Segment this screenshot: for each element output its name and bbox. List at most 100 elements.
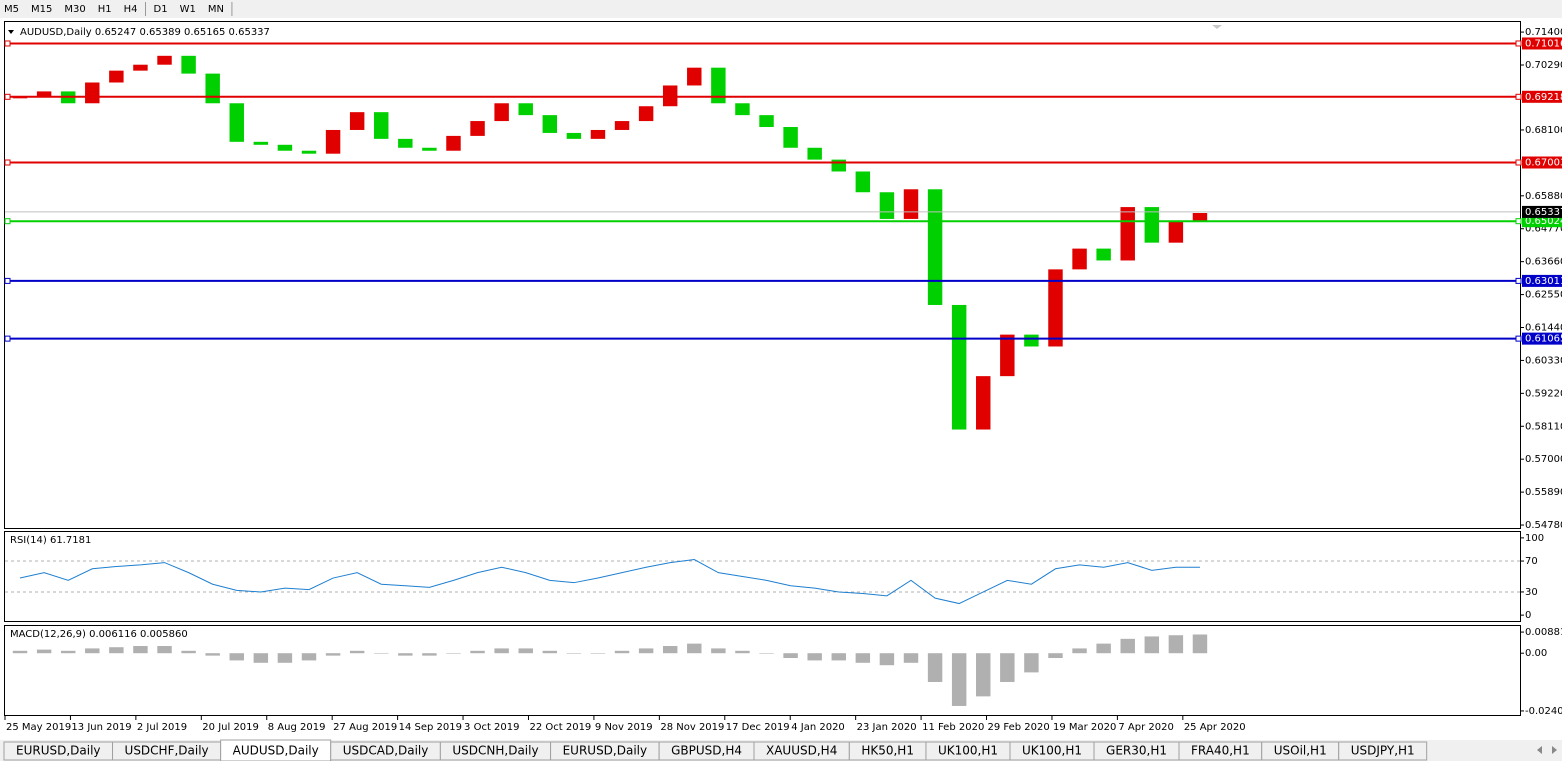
- macd-bar: [903, 653, 919, 663]
- level-label: 0.71016: [1525, 38, 1562, 49]
- tab[interactable]: AUDUSD,Daily: [220, 739, 332, 762]
- candle: [277, 144, 293, 151]
- x-tick-label: 25 May 2019: [6, 722, 71, 733]
- candle: [1000, 334, 1015, 377]
- macd-bar: [494, 648, 509, 654]
- x-tick-label: 25 Apr 2020: [1184, 722, 1246, 733]
- candle: [855, 171, 871, 193]
- rsi-line: [19, 558, 1200, 605]
- level-handle: [1515, 159, 1522, 166]
- candle: [157, 55, 172, 65]
- tab-label: UK100,H1: [938, 744, 998, 758]
- level-label: 0.67003: [1525, 157, 1562, 168]
- candle: [807, 147, 822, 160]
- timeframe-button[interactable]: H1: [98, 4, 112, 15]
- tab-label: AUDUSD,Daily: [233, 744, 319, 758]
- level-label: 0.69218: [1525, 92, 1562, 103]
- macd-bar: [133, 646, 148, 654]
- macd-bar: [687, 643, 702, 654]
- candle: [759, 115, 774, 127]
- macd-bar: [36, 649, 52, 654]
- header-value: 0.65165: [184, 27, 225, 38]
- header-value: 0.65247: [95, 27, 136, 38]
- candle: [85, 82, 100, 104]
- price-panel: [4, 21, 1521, 529]
- tab[interactable]: UK100,H1: [1009, 741, 1095, 761]
- level-label-box: [1522, 274, 1562, 287]
- macd-bar: [1024, 653, 1039, 673]
- macd-bar: [157, 646, 172, 654]
- x-tick-label: 8 Aug 2019: [268, 722, 326, 733]
- y-tick-label: -0.02408: [1525, 706, 1562, 717]
- x-tick-label: 2 Jul 2019: [137, 722, 187, 733]
- tab[interactable]: EURUSD,Daily: [550, 741, 660, 761]
- tab[interactable]: USDCHF,Daily: [112, 741, 222, 761]
- level-label: 0.63011: [1525, 276, 1562, 287]
- candle: [566, 132, 582, 139]
- tab[interactable]: USDCNH,Daily: [439, 741, 552, 761]
- timeframe-button[interactable]: D1: [154, 4, 168, 15]
- macd-bar: [301, 653, 317, 661]
- candle: [687, 67, 702, 86]
- tab[interactable]: UK100,H1: [925, 741, 1011, 761]
- macd-bar: [349, 650, 365, 654]
- tab[interactable]: USOil,H1: [1261, 741, 1340, 761]
- macd-bar: [1096, 643, 1111, 654]
- macd-bar: [398, 653, 413, 656]
- tab[interactable]: XAUUSD,H4: [753, 741, 850, 761]
- timeframe-button[interactable]: H4: [124, 4, 138, 15]
- header-value: AUDUSD,Daily: [20, 27, 92, 38]
- macd-bar: [325, 653, 341, 656]
- level-handle: [1515, 277, 1522, 284]
- x-tick-label: 13 Jun 2019: [71, 722, 131, 733]
- macd-bar: [927, 653, 943, 682]
- level-handle: [4, 159, 11, 166]
- candle: [205, 73, 220, 104]
- scroll-right[interactable]: [1552, 746, 1557, 754]
- macd-bar: [109, 647, 124, 654]
- timeframe-button[interactable]: M5: [4, 4, 19, 15]
- macd-bar: [12, 650, 28, 654]
- x-tick-label: 4 Jan 2020: [791, 722, 845, 733]
- tab[interactable]: GER30,H1: [1093, 741, 1180, 761]
- candle: [976, 376, 991, 430]
- scroll-left[interactable]: [1537, 746, 1542, 754]
- candle: [831, 159, 846, 172]
- header-value: 0.65337: [229, 27, 270, 38]
- candle: [1072, 248, 1087, 270]
- x-tick-label: 28 Nov 2019: [660, 722, 724, 733]
- x-tick-label: 3 Oct 2019: [464, 722, 519, 733]
- candle: [711, 67, 726, 104]
- macd-bar: [1144, 636, 1160, 654]
- tab[interactable]: GBPUSD,H4: [658, 741, 755, 761]
- timeframe-button[interactable]: MN: [208, 4, 224, 15]
- tab-label: USDCNH,Daily: [452, 744, 538, 758]
- level-handle: [1515, 218, 1522, 225]
- tab[interactable]: EURUSD,Daily: [3, 741, 114, 761]
- macd-bar: [374, 653, 389, 654]
- y-tick-label: 0: [1525, 610, 1531, 621]
- timeframe-button[interactable]: W1: [180, 4, 196, 15]
- macd-bar: [1192, 634, 1208, 654]
- indicator-title: RSI(14) 61.7181: [10, 535, 91, 546]
- timeframe-button[interactable]: M30: [64, 4, 85, 15]
- candle: [903, 189, 919, 219]
- macd-bar: [181, 650, 196, 654]
- timeframe-button[interactable]: M15: [31, 4, 52, 15]
- candle: [1144, 207, 1160, 243]
- tab[interactable]: HK50,H1: [848, 741, 927, 761]
- tab[interactable]: FRA40,H1: [1178, 741, 1263, 761]
- y-tick-label: 30: [1525, 587, 1538, 598]
- y-tick-label: 0.00: [1525, 648, 1547, 659]
- tab[interactable]: USDCAD,Daily: [330, 741, 441, 761]
- tab[interactable]: USDJPY,H1: [1338, 741, 1428, 761]
- macd-bar: [85, 648, 100, 654]
- macd-bar: [566, 653, 582, 654]
